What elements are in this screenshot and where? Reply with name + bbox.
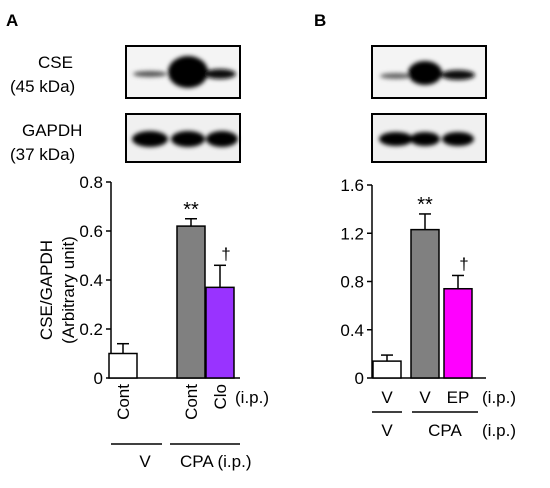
significance-label-a: ** (183, 199, 199, 221)
panel-a-letter: A (6, 11, 18, 30)
y-tick-label-a: 0 (94, 369, 103, 388)
y-tick-label-a: 0.8 (79, 173, 103, 192)
treat-label-v-b: V (381, 388, 393, 407)
western-blot-gapdh-a (125, 113, 241, 163)
x-category-label-a: Cont (182, 384, 201, 420)
y-tick-label-a: 0.6 (79, 222, 103, 241)
treat-label-v2-b: V (419, 388, 431, 407)
group-label-cpa-b: CPA (428, 421, 462, 440)
western-blot-cse-b (371, 45, 487, 99)
significance-label-b: † (459, 254, 468, 273)
bar-b (410, 228, 440, 379)
route-label-a: (i.p.) (235, 388, 269, 407)
gapdh-blot-label: GAPDH (22, 121, 82, 140)
x-category-label-a: Clo (211, 384, 230, 410)
y-tick-label-b: 0.8 (340, 273, 364, 292)
y-tick-label-b: 0 (355, 369, 364, 388)
gapdh-blot-kda: (37 kDa) (10, 145, 75, 164)
svg-text:CSE/GAPDH: CSE/GAPDH (37, 240, 56, 340)
x-category-label-a: Cont (114, 384, 133, 420)
y-tick-label-b: 1.2 (340, 224, 364, 243)
group-label-cpa-a: CPA (i.p.) (180, 452, 251, 471)
bar-a (108, 352, 138, 379)
y-tick-label-a: 0.2 (79, 320, 103, 339)
bar-chart-a: 0 0.2 0.4 0.6 0.8 ** † Cont Cont Clo (79, 173, 240, 420)
western-blot-gapdh-b (371, 113, 487, 163)
group-label-v-b: V (381, 421, 393, 440)
treat-label-ep-b: EP (447, 388, 470, 407)
y-tick-label-b: 0.4 (340, 321, 364, 340)
western-blot-cse-a (125, 45, 241, 99)
cse-blot-label: CSE (38, 53, 73, 72)
route-label-group-b: (i.p.) (482, 421, 516, 440)
route-label-treat-b: (i.p.) (482, 388, 516, 407)
significance-label-b: ** (417, 194, 433, 216)
bar-chart-b: 0 0.4 0.8 1.2 1.6 ** † (340, 176, 486, 388)
group-label-v-a: V (139, 452, 151, 471)
bar-a (176, 225, 206, 379)
y-tick-label-a: 0.4 (79, 271, 103, 290)
y-tick-label-b: 1.6 (340, 176, 364, 195)
significance-label-a: † (221, 244, 230, 263)
cse-blot-kda: (45 kDa) (10, 77, 75, 96)
bar-b (443, 287, 473, 379)
y-axis-label-a: CSE/GAPDH (Arbitrary unit) (37, 236, 78, 344)
bar-b (372, 360, 402, 379)
svg-text:(Arbitrary unit): (Arbitrary unit) (59, 236, 78, 344)
bar-a (205, 286, 235, 379)
panel-b-letter: B (314, 11, 326, 30)
